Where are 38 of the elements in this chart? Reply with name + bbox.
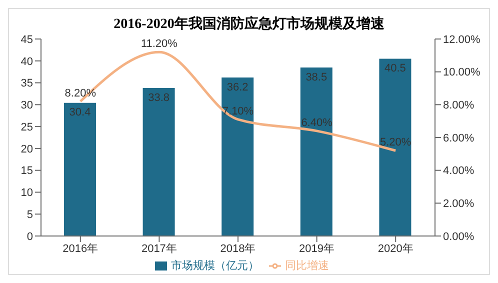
y2-tick-label: 8.00% <box>443 100 474 112</box>
y-tick-label: 40 <box>20 56 33 68</box>
y-tick-label: 0 <box>26 230 33 243</box>
data-label: 40.5 <box>384 62 406 75</box>
data-label: 6.40% <box>301 116 333 129</box>
data-label: 30.4 <box>69 106 91 119</box>
bar <box>300 67 332 236</box>
data-label: 11.20% <box>140 38 178 50</box>
y2-tick-label: 4.00% <box>443 165 474 178</box>
data-label: 5.20% <box>380 136 412 149</box>
x-tick-label: 2020年 <box>378 242 414 255</box>
bar <box>64 102 96 236</box>
y-tick-label: 25 <box>20 121 33 134</box>
y2-tick-label: 10.00% <box>443 66 481 79</box>
legend-label: 市场规模（亿元） <box>171 260 259 272</box>
y-tick-label: 30 <box>20 100 33 112</box>
data-label: 38.5 <box>306 71 328 84</box>
y-tick-label: 10 <box>20 187 33 200</box>
y-tick-label: 20 <box>20 143 33 156</box>
legend-label: 同比增速 <box>285 260 329 272</box>
bar <box>222 78 254 236</box>
y-tick-label: 5 <box>26 209 33 222</box>
x-tick-label: 2016年 <box>62 242 98 255</box>
y2-tick-label: 0.00% <box>443 230 474 243</box>
x-tick-label: 2017年 <box>141 242 177 255</box>
bar <box>142 88 175 236</box>
bar <box>379 58 412 236</box>
x-tick-label: 2018年 <box>220 242 256 255</box>
data-label: 33.8 <box>148 92 170 104</box>
chart-title: 2016-2020年我国消防应急灯市场规模及增速 <box>112 15 386 33</box>
x-tick-label: 2019年 <box>299 242 335 255</box>
y-tick-label: 35 <box>20 78 33 90</box>
y2-tick-label: 2.00% <box>443 198 474 210</box>
data-label: 36.2 <box>226 81 248 94</box>
y-tick-label: 15 <box>20 165 33 178</box>
y2-tick-label: 12.00% <box>443 34 481 46</box>
y-tick-label: 45 <box>20 34 33 46</box>
y2-tick-label: 6.00% <box>443 132 474 144</box>
